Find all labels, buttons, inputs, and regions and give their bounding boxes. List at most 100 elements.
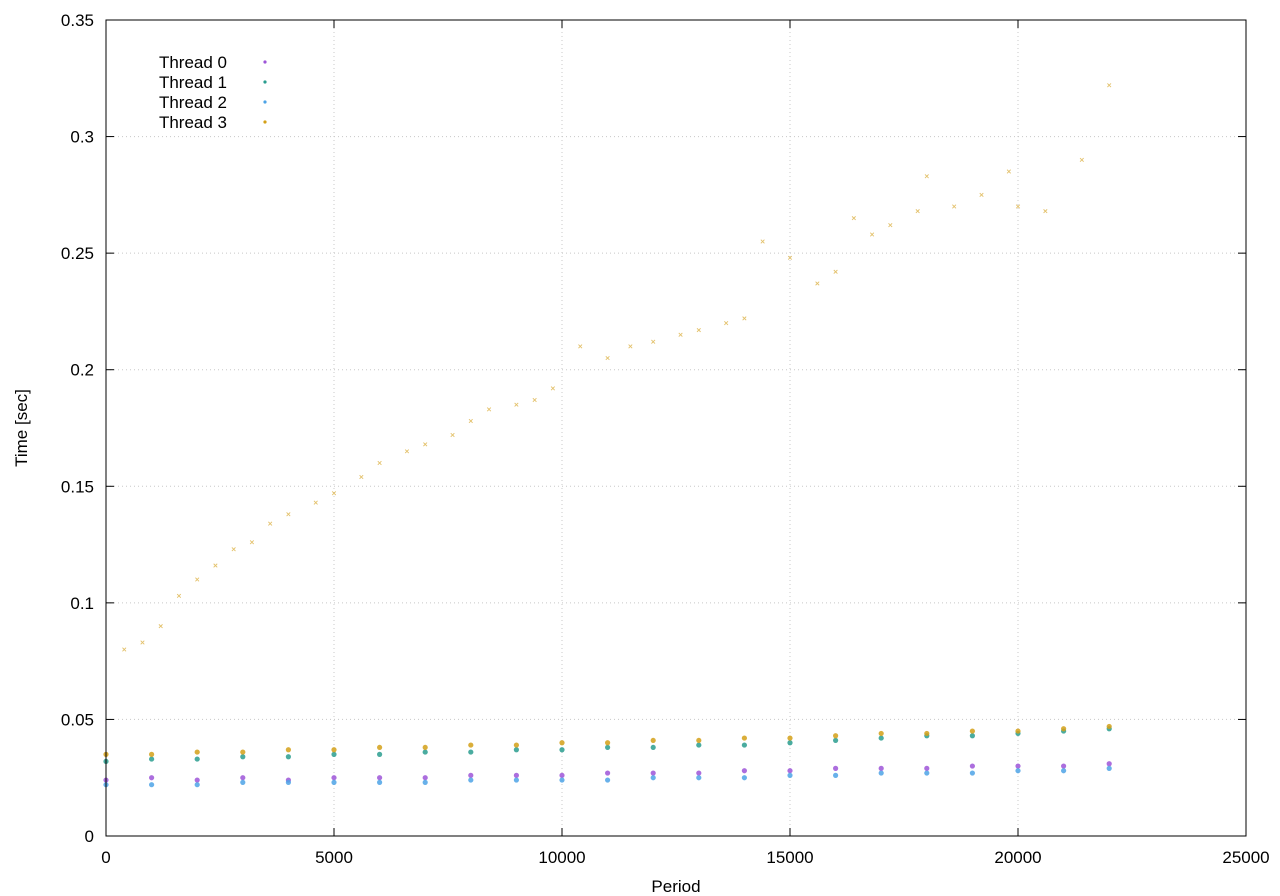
plot-frame (105, 19, 1247, 837)
data-point (833, 772, 839, 778)
data-point (513, 742, 520, 748)
data-point (1015, 763, 1021, 769)
data-point (240, 775, 246, 781)
legend-marker (263, 60, 267, 64)
y-tick-label: 0.15 (61, 477, 94, 496)
data-point (285, 779, 291, 785)
outlier-point (1043, 209, 1048, 214)
data-point (194, 782, 200, 788)
data-point (833, 737, 839, 744)
outlier-point (122, 647, 127, 652)
data-point (1015, 768, 1021, 774)
legend-label: Thread 3 (159, 113, 227, 132)
data-point (833, 733, 839, 739)
data-point (650, 744, 656, 751)
data-point (194, 777, 200, 783)
data-point (1106, 765, 1112, 771)
outlier-point (286, 512, 291, 517)
outlier-point (833, 269, 838, 274)
outlier-point (1107, 83, 1112, 88)
x-tick-label: 25000 (1222, 848, 1269, 867)
data-point (149, 782, 155, 788)
outlier-point (924, 174, 929, 179)
x-tick-label: 5000 (315, 848, 353, 867)
y-tick-label: 0.1 (70, 594, 94, 613)
outlier-point (550, 386, 555, 391)
outlier-point (231, 547, 236, 552)
data-point (1106, 761, 1112, 767)
data-point (240, 779, 246, 785)
data-point (696, 775, 702, 781)
outlier-point (359, 474, 364, 480)
outlier-point (213, 563, 218, 568)
data-point (149, 751, 155, 758)
data-point (878, 770, 884, 776)
data-point (741, 742, 748, 748)
legend-marker (263, 100, 267, 104)
data-point (331, 747, 337, 753)
outlier-point (331, 491, 337, 496)
data-point (377, 775, 383, 781)
outlier-point (176, 593, 182, 598)
data-point (1015, 728, 1021, 734)
outlier-point (578, 344, 583, 349)
data-point (969, 763, 976, 769)
data-point (377, 744, 383, 751)
x-tick-label: 0 (101, 848, 110, 867)
outlier-point (815, 281, 820, 286)
data-point (377, 751, 383, 758)
data-point (149, 756, 155, 762)
data-point (924, 770, 930, 776)
outlier-point (140, 640, 145, 645)
outlier-point (696, 327, 701, 333)
data-point (285, 747, 291, 753)
data-point (513, 772, 520, 778)
data-point (285, 754, 291, 760)
data-point (422, 744, 428, 751)
data-point (605, 740, 611, 746)
data-point (240, 754, 246, 760)
data-point (422, 749, 428, 755)
data-point (468, 749, 474, 755)
grid-lines (106, 20, 1246, 836)
outlier-point (869, 232, 875, 237)
y-tick-label: 0 (85, 827, 94, 846)
data-point (741, 775, 748, 781)
outlier-point (979, 192, 984, 197)
data-point (559, 747, 565, 753)
x-axis-title: Period (651, 877, 700, 896)
outlier-point (404, 449, 410, 454)
outlier-point (423, 442, 428, 447)
y-tick-label: 0.2 (70, 361, 94, 380)
data-point (149, 775, 155, 781)
data-point (513, 777, 520, 783)
outlier-point (450, 432, 455, 438)
legend-label: Thread 0 (159, 53, 227, 72)
x-tick-label: 15000 (766, 848, 813, 867)
outlier-point (787, 255, 793, 260)
data-point (422, 779, 428, 785)
legend-marker (263, 120, 267, 124)
outlier-point (1015, 204, 1021, 209)
outlier-point (651, 339, 656, 344)
data-point (878, 730, 884, 737)
outlier-point (605, 355, 610, 361)
legend-label: Thread 1 (159, 73, 227, 92)
data-point (422, 775, 428, 781)
data-point (331, 775, 337, 781)
outlier-point (468, 418, 473, 424)
outlier-point (724, 320, 729, 326)
data-point (605, 777, 611, 783)
data-point (969, 770, 976, 776)
outlier-point (628, 344, 633, 349)
y-tick-label: 0.05 (61, 710, 94, 729)
y-tick-label: 0.25 (61, 244, 94, 263)
outlier-point (915, 209, 920, 214)
data-point (650, 770, 656, 776)
data-point (741, 735, 748, 741)
y-axis-title: Time [sec] (12, 389, 31, 467)
outlier-point (195, 577, 200, 582)
data-point (1106, 723, 1112, 730)
